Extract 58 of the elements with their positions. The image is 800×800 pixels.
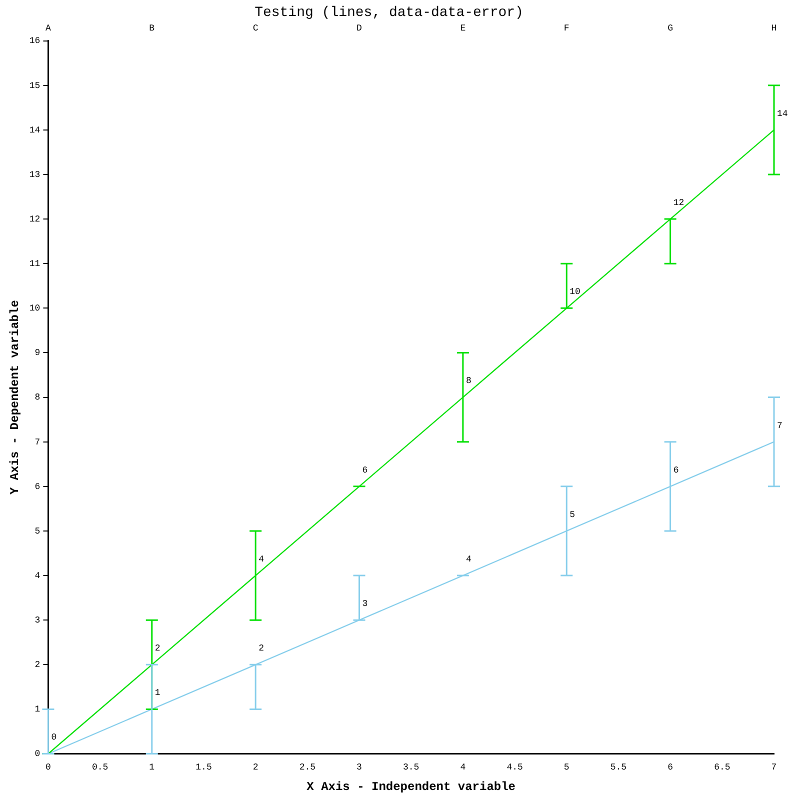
y-tick-label: 16	[29, 36, 40, 46]
x-tick-label: 0	[46, 762, 51, 773]
data-label: 6	[362, 465, 368, 476]
x-tick-label: 5	[564, 762, 570, 773]
y-tick-label: 14	[29, 125, 40, 136]
x-tick-label: 6.5	[714, 762, 730, 773]
data-label: 3	[362, 599, 368, 610]
data-label: 5	[570, 510, 576, 520]
text: C	[252, 24, 259, 34]
text: H	[771, 24, 777, 34]
x-tick-label: 2	[252, 762, 258, 773]
data-label: 8	[466, 376, 472, 386]
y-tick-label: 5	[34, 526, 40, 536]
data-label: 12	[673, 198, 684, 208]
x-tick-label: 7	[771, 762, 777, 773]
chart-title: Testing (lines, data-data-error)	[254, 5, 524, 22]
x-axis-title: X Axis - Independent variable	[306, 780, 516, 794]
data-label: 4	[258, 554, 264, 564]
data-label: 1	[154, 688, 160, 698]
x-tick-label: 5.5	[610, 762, 627, 773]
data-label: 2	[258, 644, 264, 654]
data-label: 7	[777, 420, 782, 431]
x-tick-label: 0.5	[92, 762, 108, 773]
y-tick-label: 9	[34, 348, 40, 358]
y-tick-label: 12	[29, 214, 40, 224]
y-tick-label: 0	[34, 749, 40, 760]
x-tick-label: 3	[356, 762, 362, 773]
data-label: 6	[673, 465, 679, 476]
x-tick-label: 2.5	[299, 762, 316, 773]
y-tick-label: 13	[29, 170, 40, 180]
y-tick-label: 6	[34, 482, 40, 492]
text: A	[46, 24, 52, 34]
data-label: 4	[466, 554, 472, 564]
y-tick-label: 1	[34, 704, 40, 715]
text: F	[564, 24, 570, 34]
data-label: 2	[154, 644, 160, 654]
y-tick-label: 2	[34, 660, 40, 670]
y-tick-label: 8	[34, 392, 40, 403]
text: B	[149, 24, 156, 34]
y-tick-label: 4	[34, 570, 40, 581]
data-label: 14	[777, 108, 788, 119]
data-label: 10	[570, 287, 580, 298]
text: G	[668, 24, 674, 34]
y-axis-title: Y Axis - Dependent variable	[8, 300, 22, 495]
data-label: 0	[51, 732, 57, 743]
x-tick-label: 6	[668, 762, 674, 773]
x-tick-label: 4	[460, 762, 466, 773]
y-tick-label: 15	[29, 80, 40, 91]
text: D	[356, 24, 362, 34]
x-tick-label: 1.5	[196, 762, 212, 773]
y-tick-label: 10	[29, 304, 40, 314]
x-tick-label: 3.5	[403, 762, 420, 773]
y-tick-label: 11	[29, 259, 40, 270]
y-tick-label: 7	[34, 437, 40, 448]
text: E	[460, 24, 466, 34]
x-tick-label: 1	[149, 762, 155, 773]
x-tick-label: 4.5	[506, 762, 523, 773]
y-tick-label: 3	[34, 616, 40, 626]
